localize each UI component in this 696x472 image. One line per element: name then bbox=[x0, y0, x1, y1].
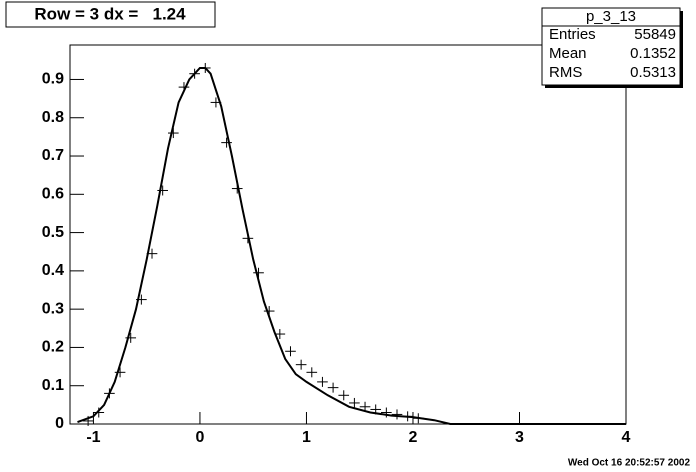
stats-title: p_3_13 bbox=[586, 8, 636, 25]
y-tick-label: 0.2 bbox=[42, 339, 64, 356]
y-tick-label: 0.5 bbox=[42, 224, 64, 241]
y-tick-label: 0 bbox=[55, 415, 64, 432]
y-tick-label: 0.8 bbox=[42, 109, 64, 126]
data-point bbox=[285, 346, 296, 357]
stats-value: 0.1352 bbox=[630, 45, 676, 62]
plot-frame bbox=[69, 44, 627, 425]
x-tick-label: 1 bbox=[302, 429, 311, 446]
data-point bbox=[253, 267, 264, 278]
footer-date: Wed Oct 16 20:52:57 2002 bbox=[568, 458, 691, 469]
y-tick-label: 0.3 bbox=[42, 300, 64, 317]
stats-value: 55849 bbox=[634, 26, 676, 43]
data-point bbox=[338, 390, 350, 401]
data-point bbox=[349, 397, 360, 408]
y-tick-label: 0.1 bbox=[42, 377, 64, 394]
fit-curve bbox=[77, 67, 626, 425]
stats-label: Mean bbox=[549, 45, 587, 62]
data-point bbox=[221, 137, 232, 148]
x-tick-label: 3 bbox=[515, 429, 524, 446]
x-tick-label: 4 bbox=[622, 429, 631, 446]
stats-label: RMS bbox=[549, 64, 582, 81]
data-point bbox=[391, 409, 403, 420]
data-point bbox=[306, 367, 318, 378]
stats-value: 0.5313 bbox=[630, 64, 676, 81]
data-point bbox=[327, 382, 339, 393]
y-tick-label: 0.6 bbox=[42, 186, 64, 203]
title-box bbox=[5, 1, 216, 28]
stats-box bbox=[541, 7, 681, 86]
data-point bbox=[114, 367, 126, 378]
chart-title: Row = 3 dx = 1.24 bbox=[34, 4, 186, 23]
y-tick-label: 0.7 bbox=[42, 147, 64, 164]
data-point bbox=[157, 185, 168, 196]
x-tick-label: 2 bbox=[409, 429, 418, 446]
data-point bbox=[295, 359, 307, 370]
stats-label: Entries bbox=[549, 26, 596, 43]
y-tick-label: 0.9 bbox=[42, 71, 64, 88]
y-tick-label: 0.4 bbox=[42, 262, 64, 279]
x-tick-label: -1 bbox=[86, 429, 100, 446]
data-point bbox=[381, 407, 392, 418]
x-tick-label: 0 bbox=[195, 429, 204, 446]
data-point bbox=[317, 376, 328, 387]
